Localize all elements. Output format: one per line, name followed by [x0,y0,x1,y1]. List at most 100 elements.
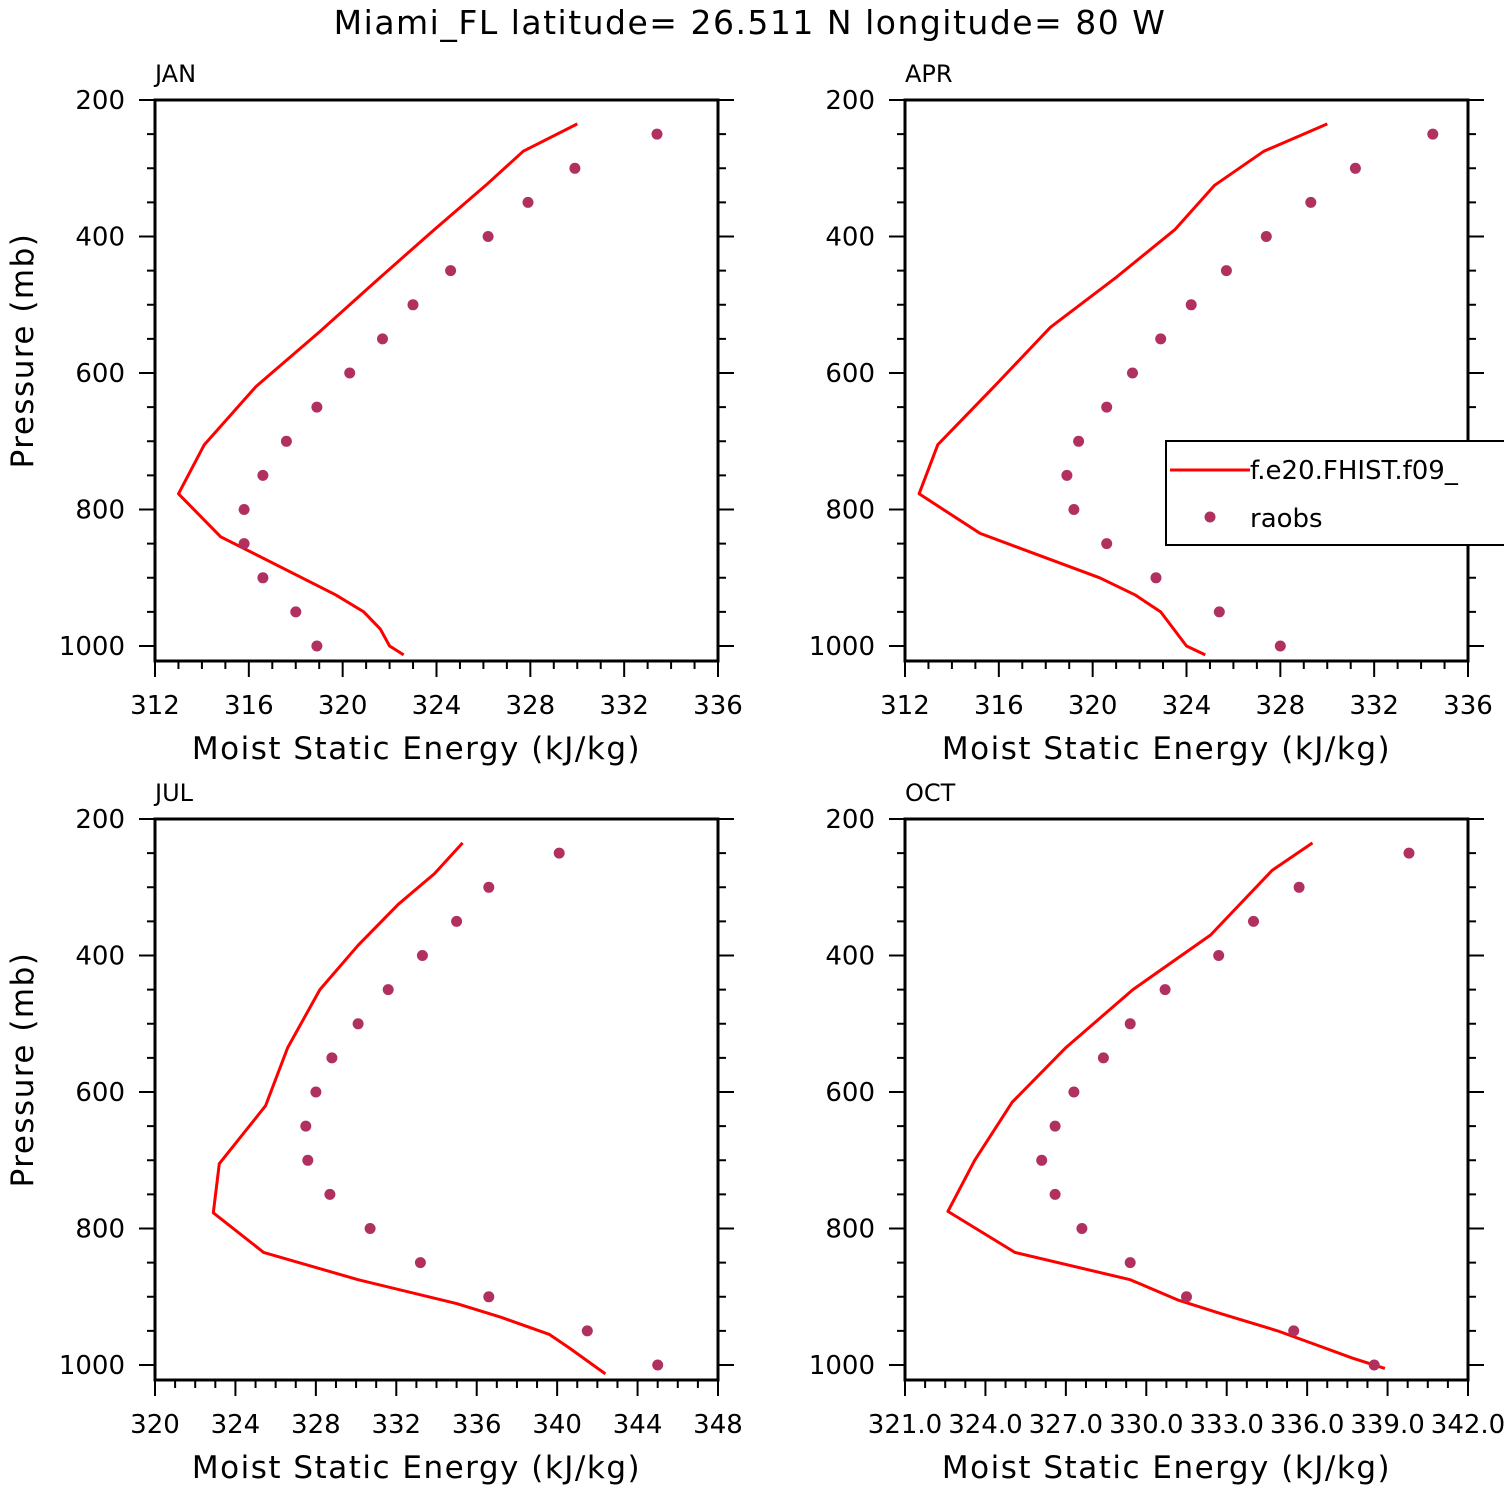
legend-obs-label: raobs [1250,504,1323,534]
raobs-point [1349,162,1361,174]
x-axis-label: Moist Static Energy (kJ/kg) [942,1450,1391,1486]
panel-label: APR [905,60,953,88]
raobs-point [451,915,463,927]
y-tick-label: 600 [825,1078,875,1108]
legend-model-label: f.e20.FHIST.f09_ [1250,456,1459,486]
x-tick-label: 340 [532,1410,582,1440]
x-tick-label: 342.0 [1431,1410,1504,1440]
raobs-point [1220,265,1232,277]
x-tick-label: 328 [1256,691,1306,721]
y-tick-label: 400 [75,223,125,253]
x-tick-label: 316 [974,691,1024,721]
raobs-point [522,196,534,208]
plot-frame [153,817,720,1382]
raobs-point [1068,504,1080,515]
raobs-point [1403,847,1415,859]
y-tick-label: 1000 [59,1351,125,1381]
raobs-point [414,1257,426,1269]
raobs-point [1150,572,1162,584]
raobs-point [1068,1086,1080,1098]
plot-frame [153,98,720,663]
x-tick-label: 336 [452,1410,502,1440]
raobs-point [1248,915,1259,927]
raobs-point [310,1086,322,1098]
raobs-point [1049,1120,1061,1132]
x-axis-label: Moist Static Energy (kJ/kg) [192,731,641,767]
raobs-point [1073,435,1085,447]
y-tick-label: 800 [825,496,875,526]
x-tick-label: 344 [613,1410,663,1440]
y-tick-label: 200 [75,86,125,116]
y-tick-label: 200 [75,805,125,835]
x-tick-label: 336.0 [1270,1410,1344,1440]
x-tick-label: 332 [371,1410,421,1440]
raobs-point [1101,401,1113,413]
panel-label: OCT [905,779,956,807]
raobs-point [344,367,356,379]
x-tick-label: 312 [130,691,180,721]
raobs-point [1159,984,1171,996]
y-axis-label: Pressure (mb) [5,952,41,1188]
raobs-point [311,640,323,652]
x-tick-label: 312 [880,691,930,721]
x-tick-label: 320 [1068,691,1118,721]
raobs-point [1427,128,1439,140]
y-tick-label: 800 [75,496,125,526]
raobs-point [382,984,394,996]
x-tick-label: 324 [1162,691,1212,721]
panel-label: JUL [153,779,194,807]
raobs-point [364,1223,376,1234]
x-axis-label: Moist Static Energy (kJ/kg) [942,731,1391,767]
raobs-point [1036,1154,1048,1166]
raobs-point [352,1018,364,1030]
x-tick-label: 332 [1349,691,1399,721]
x-tick-label: 348 [693,1410,743,1440]
raobs-point [302,1154,314,1166]
raobs-point [1061,469,1073,481]
x-tick-label: 330.0 [1109,1410,1183,1440]
y-axis-label: Pressure (mb) [5,233,41,469]
x-tick-label: 336 [693,691,743,721]
y-tick-label: 800 [825,1215,875,1245]
model-profile-line [177,122,578,657]
y-tick-label: 200 [825,86,875,116]
x-tick-label: 321.0 [868,1410,942,1440]
x-tick-label: 328 [291,1410,341,1440]
figure-title: Miami_FL latitude= 26.511 N longitude= 8… [334,3,1167,42]
raobs-point [1127,367,1138,379]
raobs-point [1288,1325,1300,1337]
raobs-point [482,231,494,242]
legend-obs-marker-swatch [1204,511,1216,523]
raobs-point [553,847,565,859]
legend: f.e20.FHIST.f09_ raobs [1165,440,1504,546]
raobs-point [1260,231,1272,242]
raobs-point [300,1120,312,1132]
model-profile-line [211,841,607,1376]
x-tick-label: 332 [599,691,649,721]
raobs-point [1124,1018,1136,1030]
legend-box [1165,440,1504,546]
y-tick-label: 400 [825,223,875,253]
raobs-point [1101,538,1113,550]
raobs-point [1213,606,1225,618]
y-tick-label: 600 [825,359,875,389]
raobs-point [1274,640,1286,652]
raobs-point [445,265,457,277]
raobs-point [1293,881,1305,893]
raobs-point [377,333,388,345]
x-tick-label: 324 [412,691,462,721]
plot-frame [903,98,1470,663]
x-axis-label: Moist Static Energy (kJ/kg) [192,1450,641,1486]
y-tick-label: 1000 [59,632,125,662]
model-profile-line [917,122,1328,657]
x-tick-label: 327.0 [1029,1410,1103,1440]
raobs-point [1124,1257,1136,1269]
raobs-point [1049,1188,1061,1200]
raobs-point [581,1325,593,1337]
raobs-point [238,538,250,550]
x-tick-label: 333.0 [1189,1410,1263,1440]
raobs-point [238,504,250,515]
